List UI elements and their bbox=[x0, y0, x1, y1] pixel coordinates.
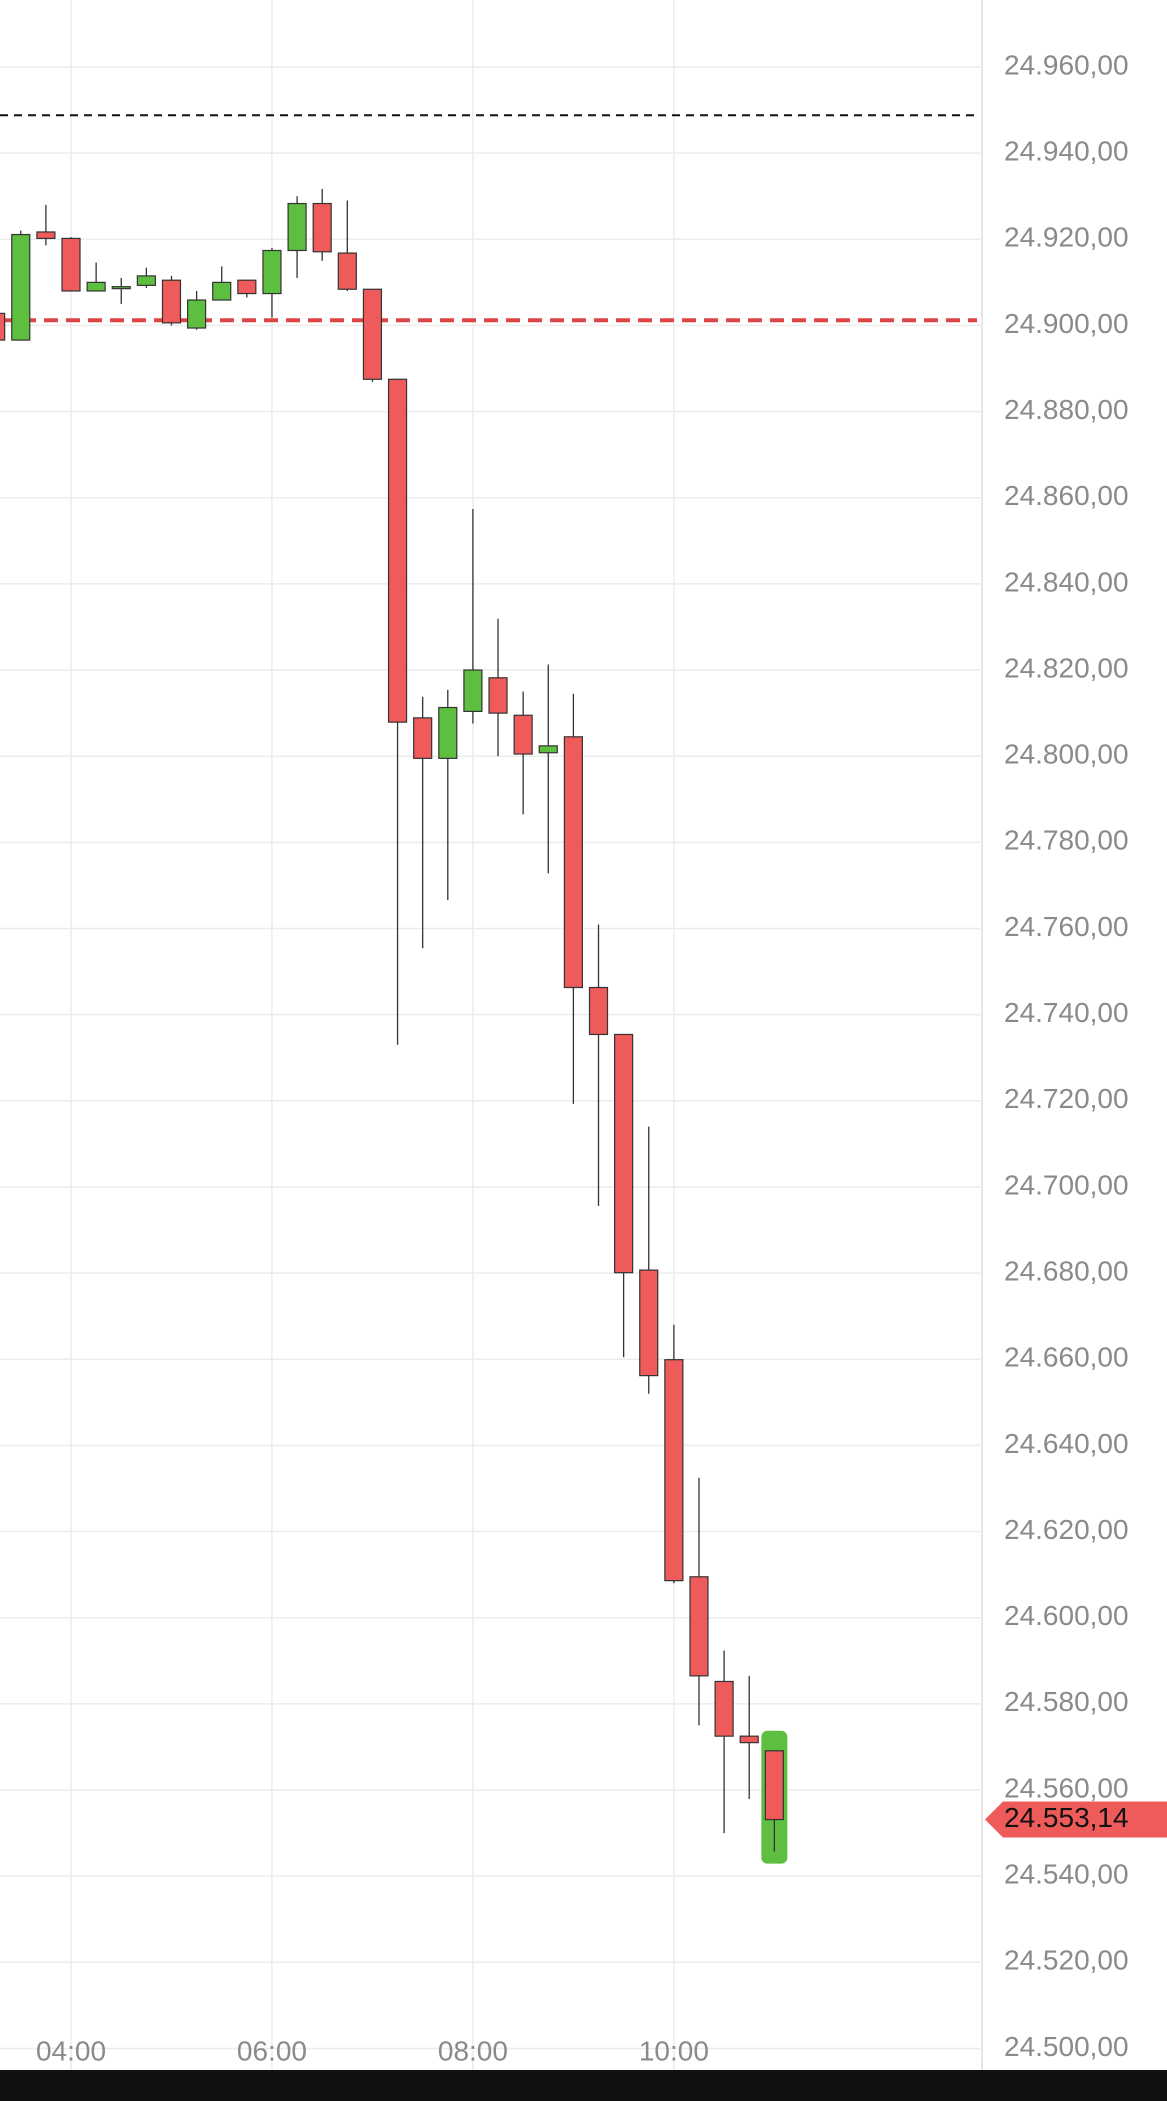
candle-body bbox=[563, 736, 583, 989]
candle-body bbox=[362, 288, 383, 380]
y-tick-label: 24.680,00 bbox=[1004, 1255, 1129, 1286]
candle-body bbox=[161, 279, 182, 324]
y-tick-label: 24.920,00 bbox=[1004, 222, 1129, 253]
y-tick-label: 24.860,00 bbox=[1004, 480, 1129, 511]
y-tick-label: 24.560,00 bbox=[1004, 1772, 1129, 1803]
candle-body bbox=[237, 279, 257, 295]
candle-body bbox=[61, 237, 81, 292]
candle-body bbox=[187, 299, 207, 329]
candle-body bbox=[337, 252, 357, 290]
candle-body bbox=[488, 677, 508, 714]
candle-body bbox=[111, 286, 131, 290]
y-tick-label: 24.740,00 bbox=[1004, 997, 1129, 1028]
candle-body bbox=[287, 202, 307, 252]
candle-body bbox=[136, 275, 156, 286]
bottom-bar bbox=[0, 2070, 1167, 2101]
y-tick-label: 24.780,00 bbox=[1004, 825, 1129, 856]
y-tick-label: 24.620,00 bbox=[1004, 1514, 1129, 1545]
y-tick-label: 24.840,00 bbox=[1004, 566, 1129, 597]
candle-body bbox=[312, 202, 332, 253]
y-tick-label: 24.580,00 bbox=[1004, 1686, 1129, 1717]
y-tick-label: 24.900,00 bbox=[1004, 308, 1129, 339]
candle-body bbox=[387, 378, 408, 723]
y-tick-label: 24.820,00 bbox=[1004, 652, 1129, 683]
candle-body bbox=[36, 231, 56, 240]
candle-body bbox=[513, 714, 533, 755]
last-price-tag bbox=[985, 1801, 1167, 1838]
candle-body bbox=[438, 706, 458, 759]
candle-body bbox=[463, 669, 483, 712]
candle-body bbox=[11, 233, 31, 341]
y-tick-label: 24.600,00 bbox=[1004, 1600, 1129, 1631]
candle-body bbox=[714, 1680, 734, 1737]
x-tick-label: 04:00 bbox=[36, 2035, 106, 2066]
last-price-label: 24.553,14 bbox=[1004, 1802, 1129, 1833]
y-tick-label: 24.960,00 bbox=[1004, 49, 1129, 80]
y-tick-label: 24.720,00 bbox=[1004, 1083, 1129, 1114]
x-tick-label: 10:00 bbox=[639, 2035, 709, 2066]
candle-body bbox=[664, 1359, 684, 1582]
candle-body bbox=[588, 986, 609, 1036]
y-tick-label: 24.880,00 bbox=[1004, 394, 1129, 425]
y-tick-label: 24.660,00 bbox=[1004, 1342, 1129, 1373]
y-tick-label: 24.700,00 bbox=[1004, 1169, 1129, 1200]
candle-body bbox=[262, 249, 282, 295]
candle-body bbox=[212, 281, 232, 301]
x-tick-label: 06:00 bbox=[237, 2035, 307, 2066]
candle-body bbox=[0, 312, 6, 341]
y-tick-label: 24.540,00 bbox=[1004, 1859, 1129, 1890]
candle-body bbox=[538, 745, 558, 754]
y-tick-label: 24.940,00 bbox=[1004, 136, 1129, 167]
y-tick-label: 24.800,00 bbox=[1004, 739, 1129, 770]
y-tick-label: 24.760,00 bbox=[1004, 911, 1129, 942]
candle-body bbox=[86, 281, 106, 292]
candle-body bbox=[689, 1576, 709, 1677]
candle-body bbox=[413, 717, 433, 759]
candle-body bbox=[639, 1269, 659, 1377]
candle-body bbox=[764, 1750, 784, 1821]
candle-body bbox=[739, 1735, 759, 1744]
x-tick-label: 08:00 bbox=[438, 2035, 508, 2066]
y-tick-label: 24.520,00 bbox=[1004, 1945, 1129, 1976]
candle-body bbox=[614, 1033, 634, 1274]
y-tick-label: 24.500,00 bbox=[1004, 2031, 1129, 2062]
y-tick-label: 24.640,00 bbox=[1004, 1428, 1129, 1459]
